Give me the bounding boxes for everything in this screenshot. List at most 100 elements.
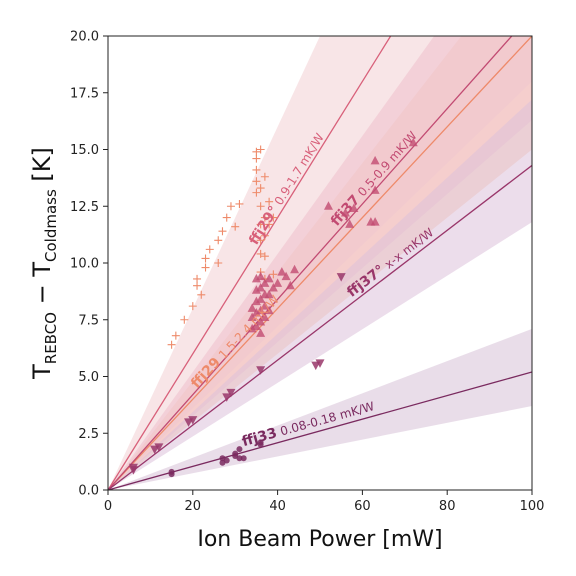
- fit-line-3: [108, 164, 532, 490]
- y-axis-title-unit: [K]: [28, 147, 56, 189]
- x-tick-label: 60: [354, 499, 371, 514]
- y-axis-title-sub1: REBCO: [42, 312, 60, 364]
- point-3-5: [188, 416, 198, 425]
- point-2-34: [370, 155, 380, 165]
- point-0-1: [171, 331, 180, 340]
- y-axis-title-minus: − T: [28, 262, 56, 312]
- point-0-3: [188, 302, 197, 311]
- point-3-7: [226, 388, 236, 398]
- y-axis-title-sub2: Coldmass: [42, 189, 60, 262]
- y-axis-title: TREBCO − TColdmass [K]: [28, 147, 60, 380]
- point-2-27: [323, 201, 333, 210]
- point-2-20: [264, 273, 274, 283]
- point-2-17: [260, 278, 270, 287]
- x-tick-label: 100: [520, 499, 545, 514]
- point-2-0: [247, 323, 257, 333]
- point-2-21: [268, 282, 278, 292]
- point-0-30: [260, 231, 269, 240]
- point-0-6: [197, 290, 206, 299]
- point-3-11: [336, 273, 346, 282]
- point-2-32: [370, 217, 380, 226]
- point-0-4: [193, 281, 202, 290]
- x-tick-label: 0: [104, 499, 112, 514]
- point-2-26: [290, 264, 300, 274]
- point-3-8: [256, 366, 266, 375]
- point-2-8: [256, 317, 266, 326]
- point-4-7: [236, 446, 243, 453]
- point-2-30: [349, 203, 359, 213]
- point-3-3: [154, 443, 164, 452]
- point-0-37: [269, 270, 278, 279]
- point-2-6: [251, 285, 261, 294]
- point-2-25: [285, 280, 295, 290]
- point-0-2: [180, 315, 189, 324]
- point-4-1: [168, 468, 175, 475]
- point-0-15: [231, 222, 240, 231]
- y-tick-label: 17.5: [70, 86, 99, 101]
- point-4-9: [240, 455, 247, 462]
- point-2-15: [260, 301, 270, 310]
- point-2-24: [281, 271, 291, 281]
- point-0-10: [214, 259, 223, 267]
- point-2-23: [277, 267, 287, 276]
- point-2-3: [251, 321, 261, 331]
- point-4-11: [257, 439, 264, 446]
- point-0-22: [256, 145, 265, 154]
- point-0-34: [265, 197, 274, 206]
- point-0-29: [260, 213, 269, 222]
- point-0-21: [252, 147, 261, 156]
- point-2-35: [408, 137, 418, 147]
- point-2-10: [256, 294, 266, 303]
- fit-line-1: [108, 36, 392, 490]
- x-tick-label: 40: [269, 499, 286, 514]
- point-0-24: [256, 202, 265, 211]
- x-tick-label: 80: [439, 499, 456, 514]
- band-3: [108, 99, 532, 490]
- point-0-12: [218, 227, 227, 236]
- point-0-11: [214, 236, 223, 245]
- point-3-10: [315, 359, 325, 368]
- point-0-27: [256, 249, 265, 258]
- point-0-14: [226, 202, 235, 211]
- x-axis-title: Ion Beam Power [mW]: [197, 527, 442, 552]
- point-0-7: [201, 263, 210, 272]
- x-axis-ticks: 0 20 40 60 80 100: [104, 490, 545, 514]
- point-0-23: [256, 184, 265, 193]
- point-0-20: [252, 154, 261, 163]
- y-tick-label: 20.0: [70, 30, 99, 45]
- point-2-7: [251, 273, 261, 283]
- point-0-25: [256, 220, 265, 229]
- fit-line-4: [108, 371, 532, 490]
- point-4-6: [232, 450, 239, 457]
- point-0-5: [193, 274, 202, 283]
- point-0-18: [252, 177, 261, 186]
- data-points: [128, 137, 418, 478]
- point-2-2: [247, 303, 257, 312]
- y-tick-label: 2.5: [78, 427, 99, 442]
- x-tick-label: 20: [185, 499, 202, 514]
- fit-lines: [108, 36, 532, 490]
- point-0-9: [205, 245, 214, 254]
- y-tick-label: 10.0: [70, 257, 99, 272]
- point-0-19: [252, 165, 261, 174]
- point-3-1: [128, 463, 138, 473]
- point-0-16: [235, 199, 244, 208]
- point-4-8: [236, 455, 243, 462]
- point-0-31: [260, 252, 269, 261]
- point-0-33: [260, 172, 269, 181]
- point-2-33: [370, 185, 380, 194]
- point-2-22: [273, 278, 283, 287]
- y-axis-title-main: T: [28, 364, 56, 380]
- point-2-12: [256, 271, 266, 281]
- point-0-17: [252, 188, 261, 197]
- y-axis-ticks: 0.0 2.5 5.0 7.5 10.0 12.5 15.0 17.5 20.0: [70, 30, 108, 499]
- y-tick-label: 15.0: [70, 143, 99, 158]
- point-3-6: [222, 393, 232, 402]
- point-2-1: [247, 312, 257, 321]
- fit-line-2: [108, 36, 513, 490]
- point-2-29: [345, 219, 355, 228]
- y-tick-label: 12.5: [70, 200, 99, 215]
- point-2-28: [340, 208, 350, 217]
- point-4-4: [223, 457, 230, 464]
